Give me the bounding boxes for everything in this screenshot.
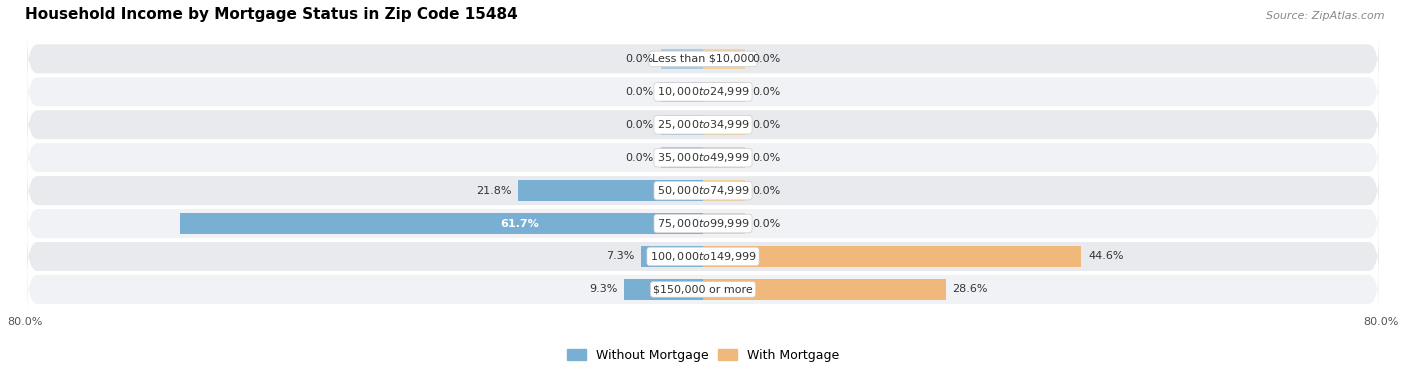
Text: 0.0%: 0.0% xyxy=(752,120,780,130)
Text: 0.0%: 0.0% xyxy=(626,54,654,64)
FancyBboxPatch shape xyxy=(27,133,1379,183)
FancyBboxPatch shape xyxy=(27,100,1379,150)
Bar xyxy=(703,246,1081,267)
Bar xyxy=(641,246,703,267)
Text: 44.6%: 44.6% xyxy=(1088,251,1123,262)
Text: $50,000 to $74,999: $50,000 to $74,999 xyxy=(657,184,749,197)
Bar xyxy=(661,115,703,135)
Text: 0.0%: 0.0% xyxy=(752,153,780,163)
Text: 0.0%: 0.0% xyxy=(752,87,780,97)
Bar xyxy=(703,115,745,135)
Bar xyxy=(703,181,745,201)
FancyBboxPatch shape xyxy=(27,34,1379,84)
Text: 9.3%: 9.3% xyxy=(589,284,617,294)
Text: 0.0%: 0.0% xyxy=(626,153,654,163)
Text: 0.0%: 0.0% xyxy=(752,219,780,228)
FancyBboxPatch shape xyxy=(27,264,1379,314)
Text: 0.0%: 0.0% xyxy=(626,87,654,97)
Text: 21.8%: 21.8% xyxy=(475,185,512,196)
Text: 0.0%: 0.0% xyxy=(752,185,780,196)
Bar xyxy=(661,49,703,69)
Text: $35,000 to $49,999: $35,000 to $49,999 xyxy=(657,151,749,164)
Text: 61.7%: 61.7% xyxy=(501,219,540,228)
FancyBboxPatch shape xyxy=(27,231,1379,282)
Bar xyxy=(661,82,703,102)
FancyBboxPatch shape xyxy=(27,166,1379,216)
Bar xyxy=(703,279,945,300)
Text: $100,000 to $149,999: $100,000 to $149,999 xyxy=(650,250,756,263)
FancyBboxPatch shape xyxy=(27,67,1379,117)
Bar xyxy=(624,279,703,300)
Text: 7.3%: 7.3% xyxy=(606,251,634,262)
Bar xyxy=(519,181,703,201)
Text: $75,000 to $99,999: $75,000 to $99,999 xyxy=(657,217,749,230)
Bar xyxy=(703,49,745,69)
Bar xyxy=(661,147,703,168)
FancyBboxPatch shape xyxy=(27,199,1379,248)
Text: $25,000 to $34,999: $25,000 to $34,999 xyxy=(657,118,749,131)
Text: 0.0%: 0.0% xyxy=(752,54,780,64)
Text: $10,000 to $24,999: $10,000 to $24,999 xyxy=(657,85,749,98)
Text: Household Income by Mortgage Status in Zip Code 15484: Household Income by Mortgage Status in Z… xyxy=(25,7,517,22)
Text: $150,000 or more: $150,000 or more xyxy=(654,284,752,294)
Text: Source: ZipAtlas.com: Source: ZipAtlas.com xyxy=(1267,11,1385,21)
Bar xyxy=(180,213,703,234)
Bar xyxy=(703,213,745,234)
Bar xyxy=(703,82,745,102)
Text: 28.6%: 28.6% xyxy=(952,284,988,294)
Bar xyxy=(703,147,745,168)
Text: Less than $10,000: Less than $10,000 xyxy=(652,54,754,64)
Text: 0.0%: 0.0% xyxy=(626,120,654,130)
Legend: Without Mortgage, With Mortgage: Without Mortgage, With Mortgage xyxy=(562,344,844,367)
